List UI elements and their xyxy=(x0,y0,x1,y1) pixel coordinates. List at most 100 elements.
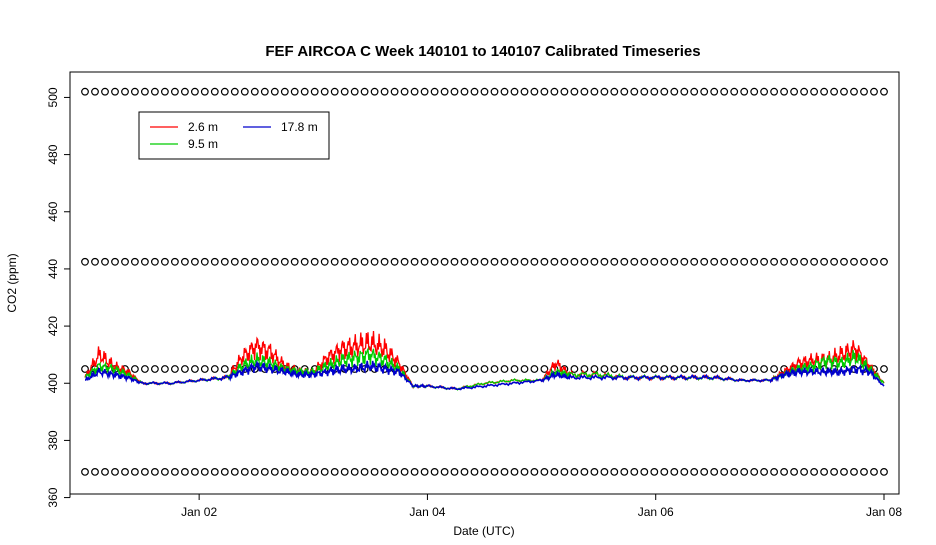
reference-marker xyxy=(440,257,449,266)
reference-marker xyxy=(510,257,519,266)
reference-marker xyxy=(260,468,269,476)
reference-marker xyxy=(290,87,299,96)
reference-marker xyxy=(460,87,469,96)
reference-marker xyxy=(580,468,589,476)
reference-marker xyxy=(330,257,339,266)
reference-marker xyxy=(150,468,159,476)
reference-marker xyxy=(760,365,768,373)
reference-marker xyxy=(590,365,599,373)
reference-marker xyxy=(830,257,838,266)
x-tick-label: Jan 06 xyxy=(638,505,674,519)
reference-marker xyxy=(820,257,828,266)
reference-marker xyxy=(420,87,429,96)
reference-marker xyxy=(600,87,609,96)
reference-marker xyxy=(230,468,239,476)
series-line-9-5-mm xyxy=(84,346,885,391)
reference-marker xyxy=(420,365,429,373)
reference-marker xyxy=(430,257,439,266)
reference-marker xyxy=(220,468,229,476)
reference-marker xyxy=(360,257,369,266)
reference-marker xyxy=(300,468,309,476)
series-lines xyxy=(84,330,885,391)
reference-marker xyxy=(710,257,719,266)
reference-marker xyxy=(410,257,419,266)
reference-marker xyxy=(700,87,709,96)
reference-marker xyxy=(440,468,449,476)
reference-marker xyxy=(840,87,848,96)
reference-marker xyxy=(740,468,749,476)
reference-marker xyxy=(770,365,778,373)
reference-marker xyxy=(240,468,249,476)
reference-marker xyxy=(870,468,878,476)
reference-marker xyxy=(720,468,729,476)
reference-marker xyxy=(390,87,399,96)
reference-marker xyxy=(550,257,559,266)
reference-marker xyxy=(810,468,818,476)
reference-marker xyxy=(540,257,549,266)
chart-title: FEF AIRCOA C Week 140101 to 140107 Calib… xyxy=(265,43,700,60)
reference-marker xyxy=(860,257,868,266)
reference-marker xyxy=(520,87,529,96)
reference-marker xyxy=(380,257,389,266)
reference-marker xyxy=(410,468,419,476)
reference-marker xyxy=(121,257,129,266)
reference-marker xyxy=(360,468,369,476)
reference-marker xyxy=(240,87,249,96)
legend-label-9-5m: 9.5 m xyxy=(188,137,218,151)
reference-marker xyxy=(470,87,479,96)
reference-marker xyxy=(510,87,519,96)
reference-marker xyxy=(580,87,589,96)
reference-marker xyxy=(170,468,179,476)
reference-marker xyxy=(440,365,449,373)
reference-marker xyxy=(190,257,199,266)
reference-marker xyxy=(590,87,599,96)
reference-marker xyxy=(240,257,249,266)
reference-marker xyxy=(210,257,219,266)
x-tick-label: Jan 08 xyxy=(866,505,902,519)
reference-marker xyxy=(720,87,729,96)
reference-marker xyxy=(800,468,808,476)
reference-marker xyxy=(140,468,149,476)
reference-marker xyxy=(790,257,798,266)
reference-marker xyxy=(670,468,679,476)
x-tick-label: Jan 02 xyxy=(181,505,217,519)
reference-marker xyxy=(380,87,389,96)
reference-marker xyxy=(210,365,219,373)
reference-marker xyxy=(140,87,149,96)
reference-marker xyxy=(750,87,759,96)
reference-marker xyxy=(630,365,639,373)
reference-marker xyxy=(650,87,659,96)
reference-marker xyxy=(490,468,499,476)
series-line-17-8-mm xyxy=(85,360,885,391)
reference-marker xyxy=(200,468,209,476)
reference-marker xyxy=(610,87,619,96)
reference-marker xyxy=(880,87,888,96)
reference-marker xyxy=(820,87,828,96)
reference-markers xyxy=(81,87,888,476)
reference-marker xyxy=(410,87,419,96)
reference-marker xyxy=(770,87,778,96)
reference-marker xyxy=(620,87,629,96)
reference-marker xyxy=(770,257,778,266)
reference-marker xyxy=(660,87,669,96)
reference-marker xyxy=(780,87,788,96)
reference-marker xyxy=(160,468,169,476)
reference-marker xyxy=(880,257,888,266)
reference-marker xyxy=(530,87,539,96)
reference-marker xyxy=(760,87,768,96)
reference-marker xyxy=(570,257,579,266)
reference-marker xyxy=(720,365,729,373)
reference-marker xyxy=(270,87,279,96)
reference-marker xyxy=(160,257,169,266)
reference-marker xyxy=(850,468,858,476)
reference-marker xyxy=(340,468,349,476)
reference-marker xyxy=(840,257,848,266)
reference-marker xyxy=(570,468,579,476)
reference-marker xyxy=(210,87,219,96)
reference-marker xyxy=(540,468,549,476)
reference-marker xyxy=(230,257,239,266)
reference-marker xyxy=(650,365,659,373)
reference-marker xyxy=(730,468,739,476)
reference-marker xyxy=(320,257,329,266)
reference-marker xyxy=(640,87,649,96)
